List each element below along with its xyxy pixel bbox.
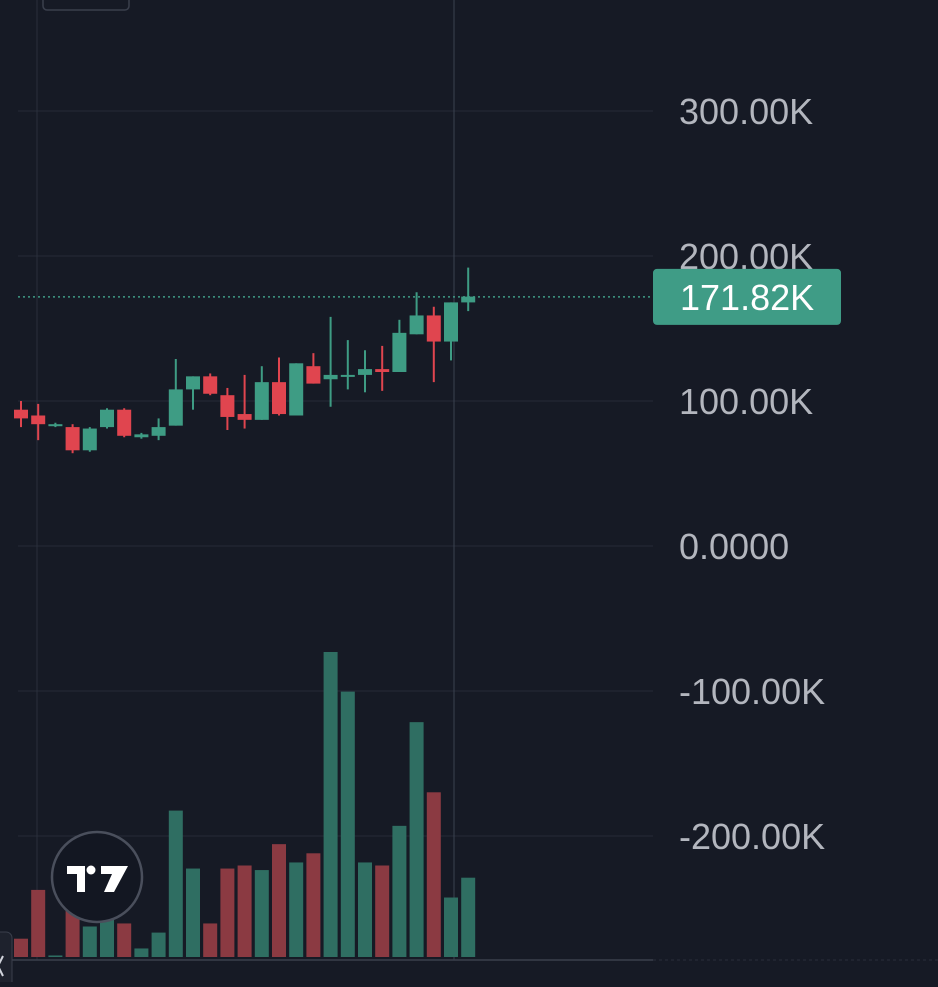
volume-bar (65, 908, 80, 957)
volume-bar (392, 825, 407, 957)
price-axis-tick-label: -200.00K (679, 816, 825, 857)
candle-body (461, 296, 476, 303)
candle-body (237, 414, 252, 420)
volume-bar (272, 844, 286, 957)
volume-bar (168, 810, 183, 957)
volume-bar (289, 862, 304, 957)
candle-body (65, 427, 80, 451)
chevron-left-icon[interactable] (0, 955, 4, 977)
candle-body (151, 427, 166, 436)
candle-body (100, 409, 114, 428)
candle-body (48, 424, 63, 427)
volume-bar (237, 865, 252, 957)
volume-bar (14, 938, 28, 957)
candle-body (323, 374, 338, 380)
volume-bar (203, 923, 218, 957)
volume-bar (306, 853, 321, 957)
price-axis[interactable]: 300.00K200.00K100.00K0.0000-100.00K-200.… (653, 91, 841, 857)
price-axis-tick-label: 300.00K (679, 91, 813, 132)
candle-body (444, 302, 458, 342)
volume-bar (340, 691, 355, 957)
candle-body (306, 366, 321, 384)
candle-body (254, 382, 269, 420)
candle-body (134, 434, 149, 438)
volume-bar (461, 877, 476, 957)
volume-bar (409, 722, 424, 957)
candle-body (14, 409, 28, 419)
volume-bar (117, 923, 132, 957)
candle-body (392, 332, 407, 372)
candle-body (203, 376, 218, 394)
candle-body (340, 374, 355, 377)
candle-body (358, 369, 372, 375)
candle-body (272, 382, 286, 415)
volume-bar (48, 955, 63, 957)
crosshair (36, 0, 455, 960)
candle-body (82, 428, 97, 451)
volume-bar (375, 865, 390, 957)
last-price-label: 171.82K (680, 277, 814, 318)
last-price-badge (653, 268, 841, 325)
candle-body (220, 395, 235, 417)
candle-body (117, 409, 132, 436)
volume-bar (186, 868, 200, 957)
volume-bar (254, 870, 269, 957)
volume-bars (14, 652, 476, 957)
candle-body (289, 363, 304, 416)
volume-bar (323, 652, 338, 957)
volume-bar (82, 926, 97, 957)
candle-body (168, 389, 183, 426)
price-axis-tick-label: 0.0000 (679, 526, 789, 567)
candlesticks (14, 267, 476, 454)
volume-bar (426, 792, 441, 957)
volume-bar (358, 862, 372, 957)
volume-bar (220, 868, 235, 957)
price-axis-tick-label: -100.00K (679, 671, 825, 712)
candle-body (375, 369, 390, 372)
volume-bar (134, 948, 149, 957)
volume-bar (444, 897, 458, 957)
volume-bar (100, 914, 114, 957)
volume-bar (31, 889, 46, 957)
price-axis-tick-label: 100.00K (679, 381, 813, 422)
candle-body (31, 415, 46, 425)
candle-body (426, 315, 441, 342)
tradingview-logo-icon[interactable] (50, 830, 144, 924)
candle-body (409, 315, 424, 335)
volume-bar (151, 932, 166, 957)
scroll-handle[interactable] (0, 931, 13, 987)
legend-box[interactable] (42, 0, 130, 11)
candle-body (186, 376, 200, 390)
